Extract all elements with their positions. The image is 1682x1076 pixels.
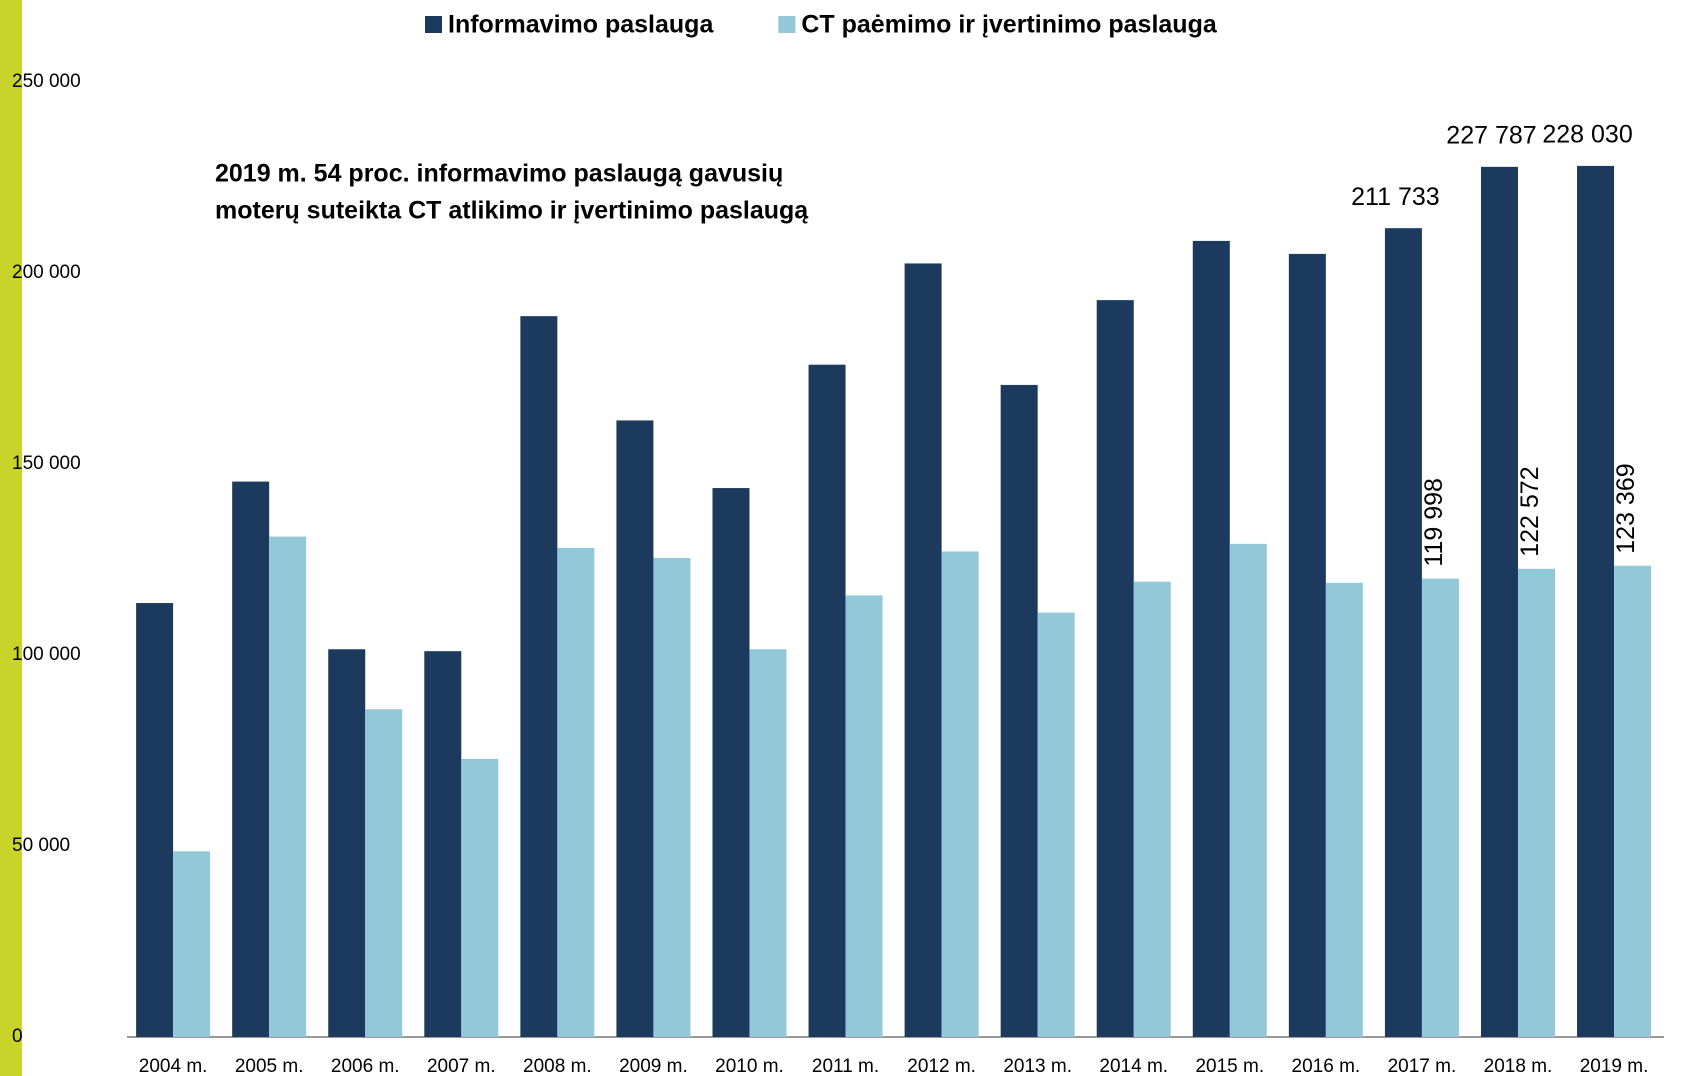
bar: [808, 364, 846, 1037]
bar: [1192, 240, 1230, 1038]
x-tick-label: 2011 m.: [812, 1056, 879, 1076]
y-tick-label: 150 000: [12, 453, 81, 474]
x-tick-label: 2004 m.: [139, 1056, 208, 1076]
bar: [1421, 578, 1459, 1037]
bar: [1133, 581, 1171, 1037]
bar: [520, 316, 558, 1037]
x-tick-label: 2015 m.: [1195, 1056, 1264, 1076]
bar: [653, 557, 691, 1037]
legend-swatch: [778, 16, 796, 33]
x-tick-label: 2007 m.: [427, 1056, 496, 1076]
y-tick-label: 250 000: [12, 71, 81, 92]
x-tick-label: 2012 m.: [907, 1056, 976, 1076]
bar: [1096, 300, 1134, 1037]
annotation: 2019 m. 54 proc. informavimo paslaugą ga…: [215, 160, 783, 188]
bar: [424, 651, 462, 1037]
bar: [1288, 253, 1326, 1037]
y-tick-label: 50 000: [12, 835, 70, 856]
value-label: 228 030: [1542, 121, 1632, 149]
legend-label: CT paėmimo ir įvertinimo paslauga: [801, 11, 1217, 39]
value-label: 227 787: [1446, 121, 1536, 149]
bar: [904, 263, 942, 1037]
x-tick-label: 2018 m.: [1484, 1056, 1553, 1076]
bar: [173, 851, 211, 1037]
x-tick-label: 2005 m.: [235, 1056, 304, 1076]
bar: [1384, 228, 1422, 1038]
bar: [1000, 384, 1038, 1037]
bar: [461, 758, 499, 1037]
bar: [1614, 565, 1652, 1037]
y-tick-label: 200 000: [12, 262, 81, 283]
x-tick-label: 2016 m.: [1292, 1056, 1361, 1076]
bar: [749, 649, 787, 1037]
bar: [1229, 543, 1267, 1037]
bar: [557, 548, 595, 1037]
bar: [1325, 582, 1363, 1037]
value-label: 122 572: [1516, 466, 1544, 556]
x-tick-label: 2009 m.: [619, 1056, 688, 1076]
value-label: 211 733: [1351, 183, 1440, 211]
x-tick-label: 2014 m.: [1099, 1056, 1168, 1076]
x-tick-label: 2008 m.: [523, 1056, 592, 1076]
bar: [845, 595, 883, 1037]
value-label: 119 998: [1420, 478, 1448, 567]
side-stripe: [0, 0, 22, 1076]
bar: [1037, 612, 1075, 1037]
bar: [1480, 166, 1518, 1038]
bar: [941, 551, 979, 1037]
bar: [136, 603, 174, 1037]
legend-label: Informavimo paslauga: [448, 11, 714, 39]
bar: [1577, 165, 1615, 1037]
legend-swatch: [425, 16, 442, 33]
x-tick-label: 2017 m.: [1388, 1056, 1457, 1076]
x-tick-label: 2019 m.: [1580, 1056, 1649, 1076]
bar: [616, 420, 654, 1037]
bar: [365, 709, 403, 1037]
bar: [1517, 568, 1555, 1037]
y-tick-label: 100 000: [12, 644, 81, 665]
annotation: moterų suteikta CT atlikimo ir įvertinim…: [215, 197, 809, 225]
bar: [232, 481, 270, 1037]
bar: [269, 536, 307, 1037]
y-tick-label: 0: [12, 1026, 23, 1047]
value-label: 123 369: [1612, 463, 1640, 553]
x-tick-label: 2013 m.: [1003, 1056, 1072, 1076]
x-tick-label: 2010 m.: [715, 1056, 784, 1076]
bar: [328, 649, 366, 1037]
x-tick-label: 2006 m.: [331, 1056, 400, 1076]
bar: [712, 488, 750, 1037]
